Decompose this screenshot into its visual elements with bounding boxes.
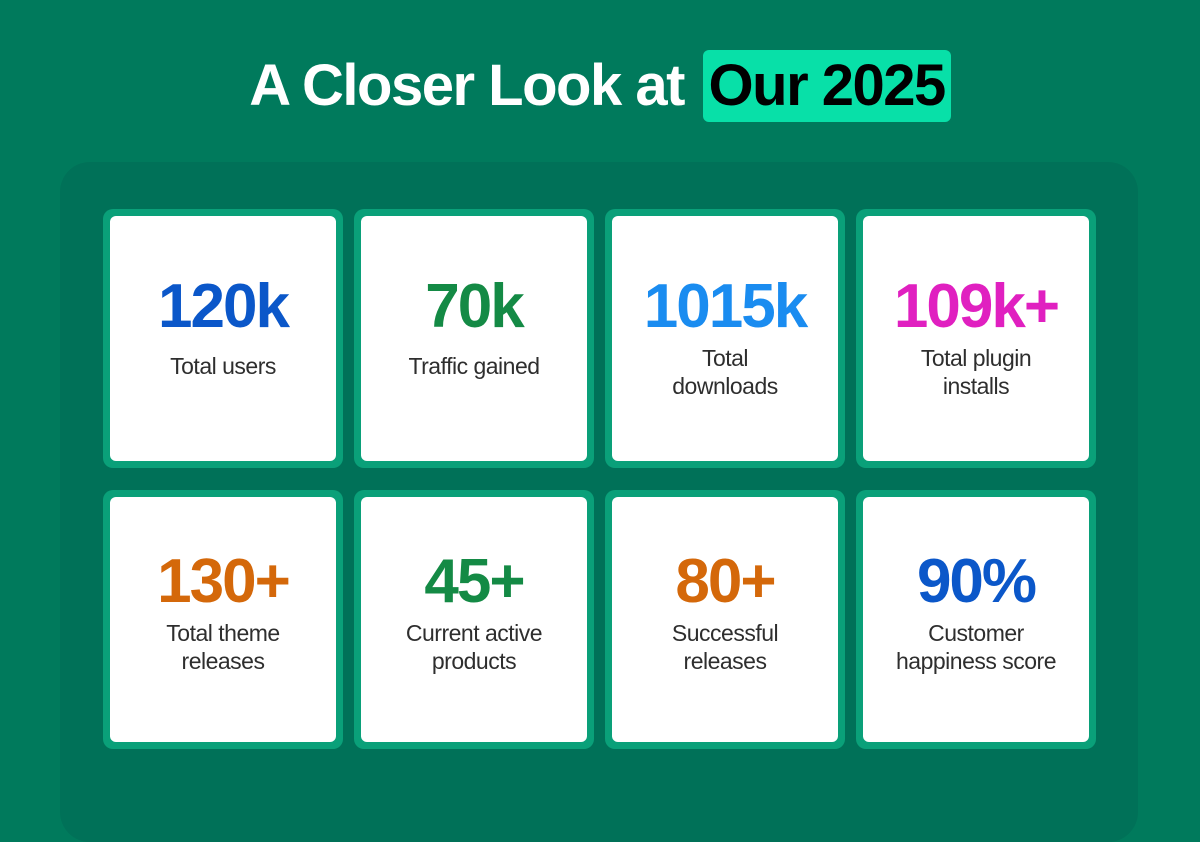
stats-grid: 120k Total users 70k Traffic gained 1015…: [103, 209, 1096, 749]
stat-card-active-products: 45+ Current active products: [354, 490, 594, 749]
stat-card-body: 130+ Total theme releases: [110, 497, 336, 742]
stat-label: Total theme releases: [166, 620, 280, 674]
stat-card-plugin-installs: 109k+ Total plugin installs: [856, 209, 1096, 468]
stat-label: Current active products: [405, 620, 543, 674]
page-title: A Closer Look at Our 2025: [0, 48, 1200, 124]
stat-label: Total downloads: [672, 345, 778, 399]
stat-value: 1015k: [643, 272, 808, 341]
stat-value: 109k+: [893, 272, 1060, 341]
stat-card-body: 90% Customer happiness score: [863, 497, 1089, 742]
stat-card-theme-releases: 130+ Total theme releases: [103, 490, 343, 749]
stat-card-total-downloads: 1015k Total downloads: [605, 209, 845, 468]
stat-card-traffic-gained: 70k Traffic gained: [354, 209, 594, 468]
stat-label: Total plugin installs: [920, 345, 1032, 399]
stat-value: 70k: [425, 272, 524, 341]
stat-value: 80+: [675, 547, 776, 616]
stat-card-happiness-score: 90% Customer happiness score: [856, 490, 1096, 749]
stat-label: Customer happiness score: [896, 620, 1057, 674]
stat-card-body: 120k Total users: [110, 216, 336, 461]
title-highlight: Our 2025: [702, 50, 951, 122]
stat-card-body: 80+ Successful releases: [612, 497, 838, 742]
stat-card-successful-releases: 80+ Successful releases: [605, 490, 845, 749]
stat-value: 45+: [424, 547, 525, 616]
stat-label: Traffic gained: [408, 353, 540, 379]
stat-card-total-users: 120k Total users: [103, 209, 343, 468]
stat-card-body: 70k Traffic gained: [361, 216, 587, 461]
stat-value: 130+: [157, 547, 291, 616]
stat-label: Total users: [170, 353, 276, 379]
stat-card-body: 1015k Total downloads: [612, 216, 838, 461]
stat-card-body: 109k+ Total plugin installs: [863, 216, 1089, 461]
title-prefix: A Closer Look at: [249, 53, 685, 118]
stat-card-body: 45+ Current active products: [361, 497, 587, 742]
stat-value: 120k: [158, 272, 290, 341]
stat-label: Successful releases: [671, 620, 779, 674]
stat-value: 90%: [916, 547, 1037, 616]
